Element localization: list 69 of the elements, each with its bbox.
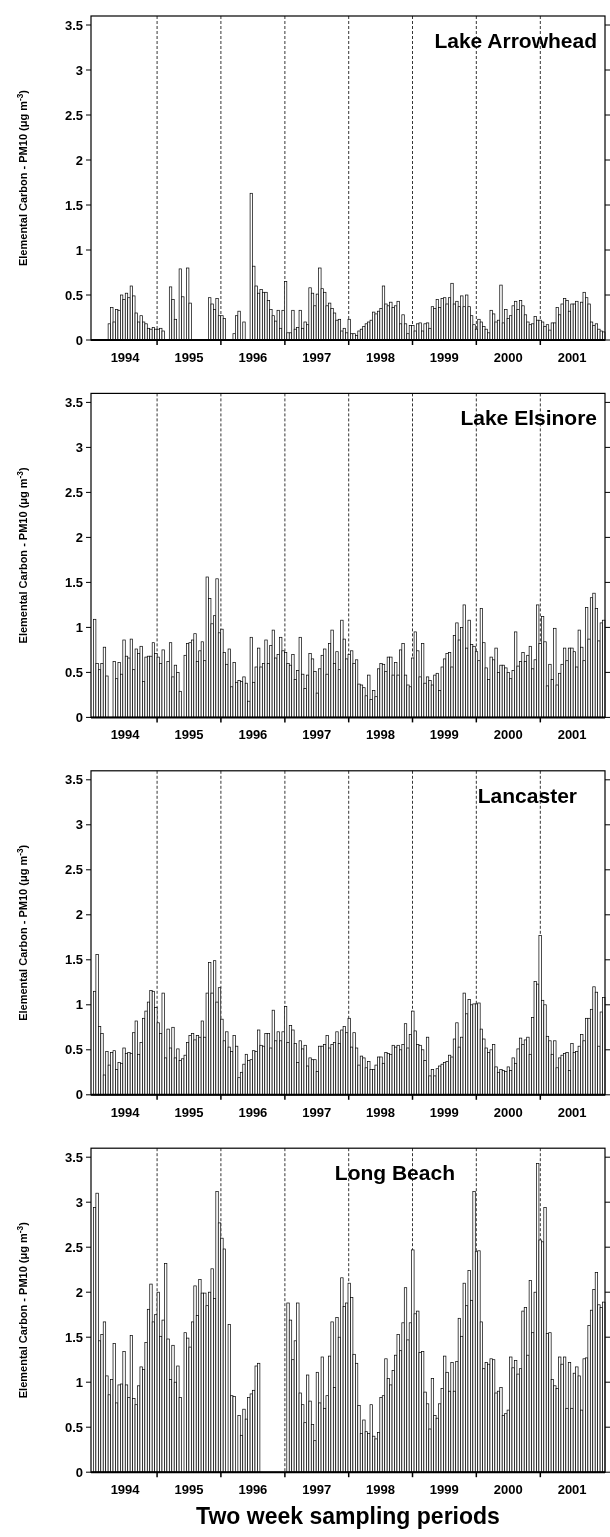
x-tick-label: 2001 (557, 727, 587, 743)
x-tick-label: 1998 (366, 727, 395, 743)
y-tick-label: 3 (75, 62, 83, 78)
x-tick-label: 1995 (174, 350, 204, 365)
x-tick-label: 2001 (557, 1104, 587, 1120)
y-tick-label: 1.5 (64, 952, 83, 968)
x-tick-label: 2000 (493, 350, 523, 365)
x-tick-label: 1999 (429, 1104, 459, 1120)
y-tick-label: 3 (75, 817, 83, 833)
x-tick-label: 1995 (174, 1104, 204, 1120)
y-tick-label: 1 (75, 997, 83, 1013)
y-tick-label: 1 (75, 242, 83, 258)
x-tick-label: 1996 (238, 1482, 268, 1498)
y-tick-label: 0.5 (64, 1419, 83, 1435)
text: Lake Elsinore (460, 406, 597, 430)
x-tick-label: 1998 (366, 1482, 395, 1498)
y-tick-label: 2.5 (64, 1239, 83, 1255)
x-tick-label: 2000 (493, 1482, 523, 1498)
y-tick-label: 1.5 (64, 197, 83, 213)
y-tick-label: 2 (75, 529, 83, 545)
y-tick-label: 3.5 (64, 394, 83, 410)
x-tick-label: 1995 (174, 727, 204, 743)
y-tick-label: 2 (75, 907, 83, 923)
x-tick-label: 1996 (238, 727, 268, 743)
x-tick-label: 1994 (110, 1104, 141, 1120)
y-tick-label: 1 (75, 619, 83, 635)
x-tick-label: 1997 (302, 1104, 332, 1120)
y-tick-label: 3 (75, 439, 83, 455)
y-tick-label: 0 (75, 1464, 83, 1480)
y-tick-label: 1 (75, 1374, 83, 1390)
x-tick-label: 1996 (238, 350, 268, 365)
y-tick-label: 3.5 (64, 772, 83, 788)
x-tick-label: 1998 (366, 350, 395, 365)
text: Lake Arrowhead (434, 29, 597, 52)
x-tick-label: 1995 (174, 1482, 204, 1498)
x-tick-label: 1994 (110, 350, 141, 365)
y-tick-label: 0 (75, 1087, 83, 1103)
x-tick-label: 1994 (110, 1482, 141, 1498)
y-tick-label: 3.5 (64, 1149, 83, 1165)
y-tick-label: 2 (75, 1284, 83, 1300)
x-tick-label: 1994 (110, 727, 141, 743)
x-tick-label: 1997 (302, 1482, 332, 1498)
y-tick-label: 2 (75, 152, 83, 168)
x-tick-label: 1999 (429, 1482, 459, 1498)
y-tick-label: 0.5 (64, 1042, 83, 1058)
y-tick-label: 1.5 (64, 574, 83, 590)
x-tick-label: 1996 (238, 1104, 268, 1120)
x-tick-label: 1997 (302, 350, 332, 365)
y-tick-label: 0 (75, 332, 83, 348)
text: Lancaster (477, 783, 577, 807)
text: Long Beach (334, 1161, 455, 1185)
y-tick-label: 2.5 (64, 107, 83, 123)
x-tick-label: 2001 (557, 350, 587, 365)
y-tick-label: 3.5 (64, 17, 83, 33)
y-tick-label: 1.5 (64, 1329, 83, 1345)
y-tick-label: 2.5 (64, 862, 83, 878)
y-tick-label: 3 (75, 1194, 83, 1210)
y-tick-label: 0.5 (64, 664, 83, 680)
x-tick-label: 1999 (429, 350, 459, 365)
y-tick-label: 0 (75, 709, 83, 725)
x-tick-label: 1998 (366, 1104, 395, 1120)
y-tick-label: 2.5 (64, 484, 83, 500)
x-tick-label: 2000 (493, 727, 523, 743)
x-tick-label: 2000 (493, 1104, 523, 1120)
x-tick-label: 2001 (557, 1482, 587, 1498)
x-tick-label: 1999 (429, 727, 459, 743)
x-axis-title: Two week sampling periods (196, 1503, 500, 1530)
y-tick-label: 0.5 (64, 287, 83, 303)
x-tick-label: 1997 (302, 727, 332, 743)
